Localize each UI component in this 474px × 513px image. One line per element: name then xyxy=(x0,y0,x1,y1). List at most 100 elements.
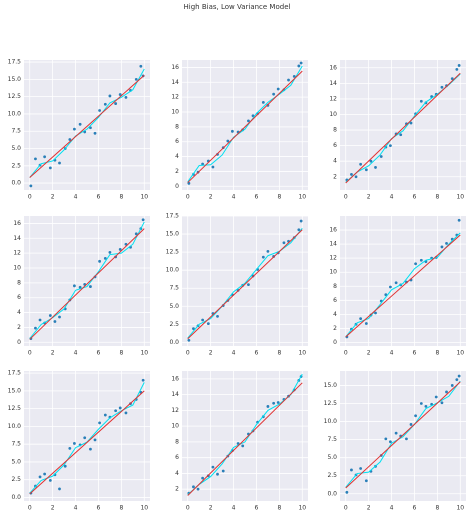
x-tick-label: 10 xyxy=(456,194,464,201)
data-line xyxy=(29,390,145,495)
data-point xyxy=(247,283,250,287)
data-point xyxy=(455,378,459,382)
data-point xyxy=(124,242,128,246)
x-tick-label: 6 xyxy=(255,350,259,357)
data-point xyxy=(201,476,205,480)
x-tick-label: 10 xyxy=(298,350,306,357)
data-point xyxy=(211,465,215,469)
y-tick-label: 10.0 xyxy=(8,110,22,117)
data-point xyxy=(43,155,47,159)
data-point xyxy=(98,109,101,112)
data-point xyxy=(389,440,392,444)
data-point xyxy=(292,74,296,78)
x-tick-label: 2 xyxy=(209,350,213,357)
data-point xyxy=(241,444,245,448)
data-point xyxy=(231,129,234,133)
data-point xyxy=(89,126,92,130)
x-tick-label: 10 xyxy=(456,505,464,512)
data-point xyxy=(419,402,423,405)
data-point xyxy=(68,447,72,450)
data-point xyxy=(139,64,143,68)
x-tick-label: 6 xyxy=(97,505,101,512)
data-point xyxy=(68,138,72,141)
y-tick-label: 12 xyxy=(13,250,21,257)
data-point xyxy=(354,175,358,179)
y-tick-label: 0.0 xyxy=(169,339,179,346)
y-tick-label: 12 xyxy=(171,94,179,101)
x-tick-label: 10 xyxy=(456,350,464,357)
x-tick-label: 8 xyxy=(119,505,123,512)
data-point xyxy=(445,242,448,245)
data-point xyxy=(414,414,417,418)
data-point xyxy=(93,131,97,135)
y-tick-label: 7.5 xyxy=(327,436,337,443)
data-point xyxy=(261,255,265,259)
y-tick-label: 2.5 xyxy=(327,472,337,479)
data-line xyxy=(29,221,145,339)
data-point xyxy=(379,155,383,158)
y-tick-label: 10 xyxy=(329,111,337,118)
data-point xyxy=(103,256,107,260)
y-tick-label: 16 xyxy=(329,227,337,234)
y-tick-label: 16 xyxy=(13,220,21,227)
x-tick-label: 10 xyxy=(140,194,148,201)
x-tick-label: 0 xyxy=(344,350,348,357)
data-point xyxy=(134,77,138,81)
x-tick-label: 10 xyxy=(298,505,306,512)
y-tick-label: 2 xyxy=(175,168,179,175)
data-point xyxy=(299,219,303,223)
x-tick-label: 8 xyxy=(435,505,439,512)
x-tick-label: 0 xyxy=(344,505,348,512)
y-tick-label: 2.5 xyxy=(169,321,179,328)
data-point xyxy=(384,437,388,441)
data-point xyxy=(196,487,200,491)
data-point xyxy=(134,232,138,236)
data-point xyxy=(34,326,37,330)
data-point xyxy=(272,92,276,96)
data-line xyxy=(345,72,461,184)
data-point xyxy=(73,127,76,131)
data-point xyxy=(389,285,392,289)
data-point xyxy=(38,475,42,479)
data-point xyxy=(38,318,42,322)
x-tick-label: 4 xyxy=(74,194,78,201)
y-tick-label: 7.5 xyxy=(169,285,179,292)
data-point xyxy=(266,405,270,408)
data-point xyxy=(141,378,145,382)
y-tick-label: 8 xyxy=(175,123,179,130)
y-tick-label: 4 xyxy=(175,470,179,477)
y-tick-label: 6 xyxy=(17,294,21,301)
x-tick-label: 8 xyxy=(119,194,123,201)
data-point xyxy=(98,421,101,425)
data-point xyxy=(414,262,417,266)
y-tick-label: 0.0 xyxy=(11,180,21,187)
y-tick-label: 17.5 xyxy=(166,213,180,220)
x-tick-label: 6 xyxy=(97,350,101,357)
y-tick-label: 10.0 xyxy=(324,418,338,425)
data-line xyxy=(29,228,145,340)
data-point xyxy=(63,464,67,468)
data-point xyxy=(114,409,118,413)
y-tick-label: 14 xyxy=(329,241,337,248)
y-tick-label: 12 xyxy=(329,255,337,262)
data-point xyxy=(89,285,92,288)
x-tick-label: 0 xyxy=(186,505,190,512)
data-point xyxy=(78,122,82,126)
data-point xyxy=(455,67,459,71)
y-tick-label: 10.0 xyxy=(8,423,22,430)
y-tick-label: 6 xyxy=(333,297,337,304)
data-point xyxy=(236,442,240,445)
y-tick-label: 14 xyxy=(171,391,179,398)
data-point xyxy=(276,401,280,404)
data-point xyxy=(48,314,52,317)
data-point xyxy=(103,102,107,106)
x-tick-label: 2 xyxy=(367,350,371,357)
data-point xyxy=(266,249,270,253)
data-point xyxy=(247,119,250,123)
y-tick-label: 10 xyxy=(329,269,337,276)
y-tick-label: 14 xyxy=(329,80,337,87)
x-tick-label: 0 xyxy=(186,350,190,357)
data-point xyxy=(89,447,92,451)
data-point xyxy=(118,406,122,410)
